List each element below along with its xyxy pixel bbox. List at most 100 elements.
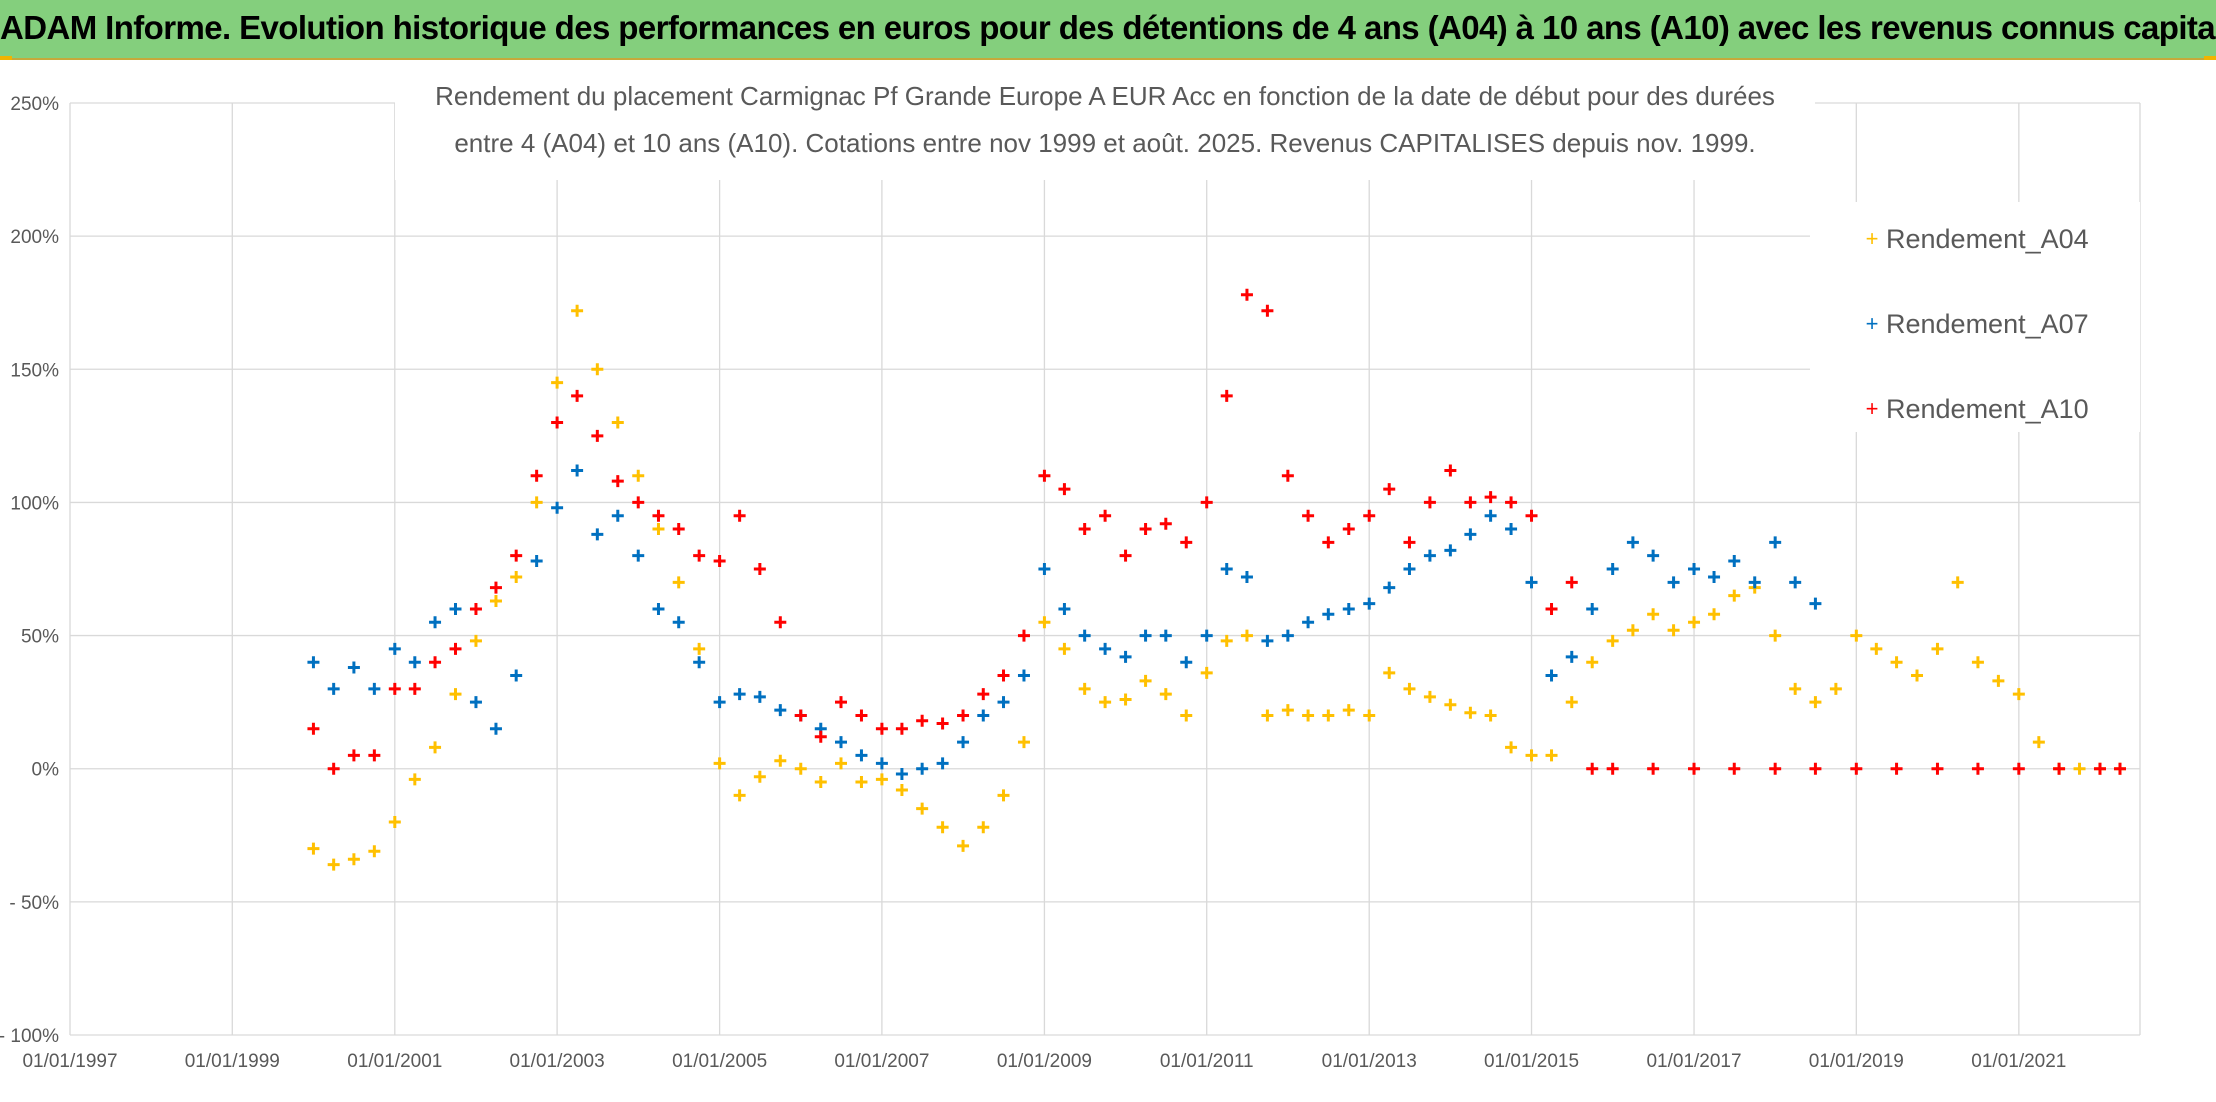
data-point <box>1484 709 1497 722</box>
chart-title-line-2: entre 4 (A04) et 10 ans (A10). Cotations… <box>454 128 1755 158</box>
data-point <box>1809 597 1822 610</box>
data-point <box>530 555 543 568</box>
data-point <box>307 842 320 855</box>
data-point <box>1850 762 1863 775</box>
title-background <box>395 60 1815 180</box>
data-point <box>1200 629 1213 642</box>
data-point <box>2053 762 2066 775</box>
data-point <box>733 789 746 802</box>
data-point <box>1505 496 1518 509</box>
data-point <box>672 616 685 629</box>
data-point <box>895 722 908 735</box>
data-point <box>977 709 990 722</box>
data-point <box>1058 642 1071 655</box>
data-point <box>875 773 888 786</box>
data-point <box>1850 629 1863 642</box>
data-point <box>2073 762 2086 775</box>
legend-label: Rendement_A07 <box>1886 309 2089 339</box>
data-point <box>591 528 604 541</box>
data-point <box>1220 634 1233 647</box>
x-tick-label: 01/01/1997 <box>22 1051 117 1072</box>
data-point <box>1647 549 1660 562</box>
data-point <box>530 469 543 482</box>
data-point <box>1728 589 1741 602</box>
data-point <box>1038 563 1051 575</box>
data-point <box>895 784 908 797</box>
data-point <box>1748 576 1761 589</box>
legend-label: Rendement_A10 <box>1886 394 2089 424</box>
data-point <box>1545 602 1558 615</box>
data-point <box>1363 509 1376 522</box>
data-point <box>1809 696 1822 709</box>
data-point <box>855 709 868 722</box>
data-point <box>997 669 1010 682</box>
data-point <box>672 523 685 536</box>
data-point <box>368 682 381 695</box>
x-tick-label: 01/01/2021 <box>1971 1051 2066 1072</box>
data-point <box>1525 509 1538 522</box>
x-tick-label: 01/01/2013 <box>1322 1051 1417 1072</box>
data-point <box>1565 650 1578 663</box>
x-tick-label: 01/01/2015 <box>1484 1051 1579 1072</box>
data-point <box>957 839 970 852</box>
data-point <box>611 509 624 522</box>
data-point <box>469 634 482 647</box>
data-point <box>834 736 847 749</box>
data-point <box>1688 563 1701 575</box>
chart: 250% 200% 150% 100% 50% 0% - 50% - 100% 01/01/1… <box>0 60 2141 1072</box>
data-point <box>1769 629 1782 642</box>
data-point <box>1789 576 1802 589</box>
data-point <box>1240 288 1253 301</box>
data-point <box>1464 528 1477 541</box>
data-point <box>1971 762 1984 775</box>
data-point <box>1159 517 1172 530</box>
y-axis-labels: 250% 200% 150% 100% 50% 0% - 50% - 100% <box>0 94 59 1047</box>
data-point <box>1403 536 1416 549</box>
data-point <box>1078 523 1091 536</box>
data-point <box>530 496 543 509</box>
data-point <box>510 669 523 682</box>
data-point <box>774 616 787 629</box>
data-point <box>489 722 502 735</box>
data-point <box>327 762 340 775</box>
legend-background <box>1810 202 2140 432</box>
data-point <box>652 509 665 522</box>
data-point <box>1038 616 1051 629</box>
data-point <box>1911 669 1924 682</box>
data-point <box>1058 602 1071 615</box>
data-point <box>1099 509 1112 522</box>
data-point <box>347 749 360 762</box>
data-point <box>429 616 442 629</box>
data-point <box>1505 741 1518 754</box>
data-point <box>1667 576 1680 589</box>
data-point <box>1099 696 1112 709</box>
y-tick-label: 200% <box>10 227 59 248</box>
data-point <box>1383 666 1396 679</box>
legend-marker: + <box>1866 396 1879 421</box>
data-point <box>957 709 970 722</box>
data-point <box>1647 608 1660 621</box>
data-point <box>916 714 929 727</box>
data-point <box>1342 704 1355 717</box>
data-point <box>1261 304 1274 317</box>
data-point <box>1565 576 1578 589</box>
data-point <box>551 376 564 389</box>
data-point <box>632 549 645 562</box>
data-point <box>1444 544 1457 557</box>
data-point <box>774 754 787 767</box>
x-tick-label: 01/01/2003 <box>510 1051 605 1072</box>
plot-points <box>307 288 2126 871</box>
data-point <box>834 696 847 709</box>
data-point <box>2012 688 2025 701</box>
data-point <box>571 464 584 477</box>
data-point <box>1139 674 1152 687</box>
data-point <box>429 741 442 754</box>
data-point <box>1931 642 1944 655</box>
x-tick-label: 01/01/2017 <box>1646 1051 1741 1072</box>
data-point <box>489 594 502 607</box>
y-tick-label: 100% <box>10 493 59 514</box>
data-point <box>1484 491 1497 504</box>
x-tick-label: 01/01/2009 <box>997 1051 1092 1072</box>
data-point <box>408 682 421 695</box>
data-point <box>1240 570 1253 583</box>
